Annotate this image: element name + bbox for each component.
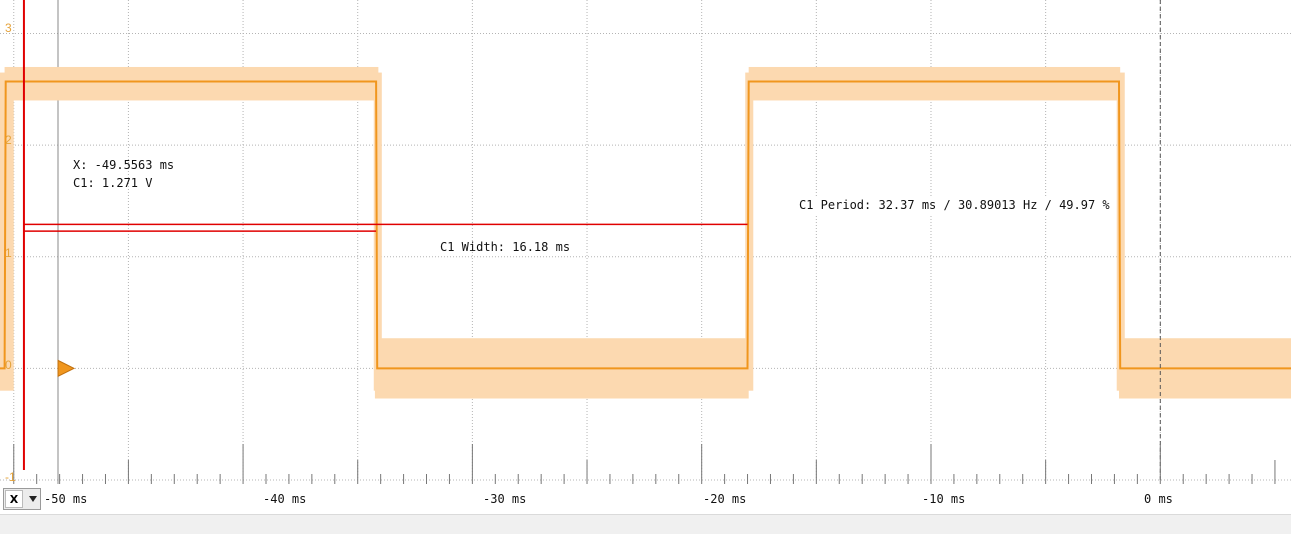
y-tick-label-minus-1: -1 bbox=[5, 470, 16, 484]
width-measurement-label: C1 Width: 16.18 ms bbox=[440, 240, 571, 254]
x-tick-label-minus-30: -30 ms bbox=[483, 492, 527, 506]
signal-trace bbox=[0, 80, 1291, 370]
channel-zero-marker-icon bbox=[57, 359, 76, 378]
x-tick-label-0: 0 ms bbox=[1144, 492, 1173, 506]
y-tick-label-0: 0 bbox=[5, 358, 12, 372]
envelope-edge bbox=[0, 72, 14, 391]
y-tick-label-1: 1 bbox=[5, 246, 12, 260]
measurement-lines bbox=[23, 223, 748, 232]
status-bar bbox=[0, 514, 1291, 534]
period-measurement-label: C1 Period: 32.37 ms / 30.89013 Hz / 49.9… bbox=[796, 197, 1113, 214]
envelope-edge bbox=[1116, 72, 1125, 391]
time-axis-ticks bbox=[13, 444, 1276, 484]
cursor-c1-readout: C1: 1.271 V bbox=[73, 176, 153, 190]
c1-trace bbox=[0, 80, 1291, 370]
y-tick-label-2: 2 bbox=[5, 133, 12, 147]
x-axis-control[interactable]: X bbox=[3, 488, 41, 510]
envelope-high-band bbox=[748, 66, 1121, 101]
x-tick-label-minus-20: -20 ms bbox=[703, 492, 747, 506]
cursor-x-readout: X: -49.5563 ms bbox=[73, 158, 175, 172]
x-tick-label-minus-40: -40 ms bbox=[263, 492, 307, 506]
y-tick-label-3: 3 bbox=[5, 21, 12, 35]
x-tick-label-minus-50: -50 ms bbox=[44, 492, 88, 506]
envelope-edge bbox=[745, 72, 754, 391]
cursor[interactable] bbox=[22, 0, 1161, 480]
signal-envelope bbox=[0, 66, 1291, 399]
chevron-down-icon[interactable] bbox=[29, 496, 37, 502]
x-axis-button[interactable]: X bbox=[5, 490, 23, 508]
x-tick-label-minus-10: -10 ms bbox=[922, 492, 966, 506]
envelope-high-band bbox=[4, 66, 379, 101]
envelope-edge bbox=[373, 72, 382, 391]
oscilloscope-plot[interactable] bbox=[0, 0, 1291, 514]
